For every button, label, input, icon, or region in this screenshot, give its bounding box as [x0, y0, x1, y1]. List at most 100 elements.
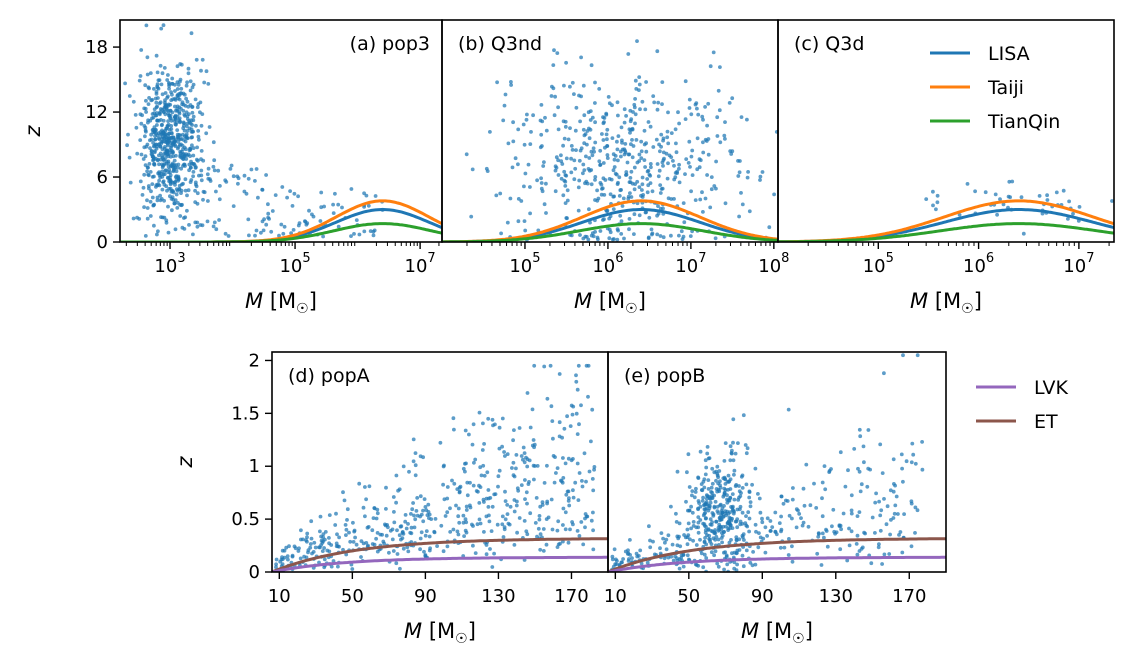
panel-b-point-386	[600, 132, 604, 136]
panel-b-point-438	[552, 48, 556, 53]
panel-d-point-347	[517, 516, 522, 520]
panel-b-point-466	[581, 171, 585, 176]
panel-b-point-227	[618, 213, 623, 218]
panel-d-ylabel: z	[173, 456, 197, 469]
panel-e-point-544	[716, 511, 721, 515]
panel-d-point-311	[557, 372, 562, 376]
panel-d-point-220	[274, 557, 279, 562]
panel-b-point-506	[689, 154, 694, 159]
panel-d-point-78	[323, 530, 328, 534]
panel-d-point-241	[482, 442, 486, 446]
panel-e-point-524	[794, 525, 799, 530]
panel-a-point-586	[168, 164, 173, 169]
panel-a-point-4	[188, 88, 193, 93]
panel-a-point-399	[185, 117, 190, 121]
panel-e-point-21	[806, 524, 811, 529]
panel-b-point-456	[683, 117, 688, 121]
panel-a-title: (a) pop3	[350, 33, 430, 55]
panel-d-point-437	[562, 426, 567, 431]
panel-b-point-321	[746, 170, 750, 174]
panel-e-point-458	[669, 504, 673, 509]
panel-d-point-74	[411, 437, 416, 442]
panel-e-point-612	[735, 517, 740, 521]
panel-a-point-0	[211, 164, 216, 169]
panel-b-point-398	[563, 201, 568, 206]
panel-d-point-449	[298, 556, 303, 561]
panel-b-point-449	[588, 109, 593, 113]
panel-a-point-768	[310, 212, 314, 217]
panel-b-point-305	[623, 150, 628, 155]
panel-a-point-481	[155, 70, 160, 75]
panel-b-point-246	[718, 65, 722, 69]
panel-a-point-627	[159, 197, 164, 201]
panel-a-point-713	[267, 217, 271, 221]
panel-d-point-345	[500, 444, 504, 449]
panel-a-point-625	[152, 156, 156, 161]
panel-d-point-336	[555, 545, 560, 549]
panel-e-xlabel-symbol: M	[741, 619, 759, 643]
panel-a-point-555	[179, 62, 184, 67]
panel-b-point-49	[601, 161, 606, 165]
panel-d-point-8	[497, 425, 502, 430]
panel-e-point-432	[719, 531, 724, 535]
panel-d-point-459	[342, 498, 347, 503]
panel-a-point-522	[148, 199, 153, 204]
panel-b-point-90	[522, 219, 527, 224]
panel-b-point-481	[589, 182, 594, 187]
panel-e-point-434	[731, 504, 735, 509]
panel-a-point-560	[153, 137, 158, 142]
panel-d-point-3	[320, 549, 325, 553]
panel-e-point-262	[703, 458, 708, 463]
panel-c-xlabel-unit: [M	[935, 289, 961, 313]
panel-e-point-122	[698, 449, 703, 454]
panel-d-point-245	[336, 564, 340, 569]
panel-d-point-499	[423, 505, 428, 509]
panel-b-point-69	[569, 156, 573, 161]
panel-d-point-388	[350, 567, 355, 571]
panel-e-point-278	[785, 499, 790, 503]
panel-d-point-551	[556, 519, 561, 524]
panel-a-point-366	[188, 147, 193, 152]
panel-d-point-313	[312, 540, 317, 545]
panel-b-point-294	[535, 178, 539, 183]
panel-a-point-337	[149, 149, 154, 154]
panel-a-point-77	[166, 119, 171, 123]
panel-e-point-147	[648, 545, 653, 550]
panel-a-point-717	[249, 167, 254, 172]
panel-e-point-250	[823, 487, 828, 492]
panel-d-point-181	[391, 495, 396, 499]
panel-e-point-570	[719, 536, 724, 540]
panel-e-point-153	[730, 526, 735, 530]
panel-b-point-197	[632, 187, 637, 192]
panel-e-point-492	[820, 480, 825, 485]
panel-e-point-239	[880, 562, 884, 566]
panel-b-point-546	[715, 134, 720, 138]
panel-a-point-519	[152, 202, 157, 207]
panel-e-point-310	[696, 507, 700, 512]
panel-d-point-280	[485, 470, 490, 475]
panel-d-point-276	[514, 453, 519, 457]
panel-a-point-695	[201, 158, 206, 163]
panel-b-point-422	[592, 149, 596, 154]
panel-e-point-529	[730, 492, 735, 496]
panel-b-point-261	[674, 141, 678, 146]
panel-e-point-287	[685, 542, 690, 547]
panel-b-point-535	[644, 210, 648, 215]
panel-d-point-163	[542, 364, 547, 369]
panel-d-point-507	[508, 504, 513, 509]
panel-a-point-645	[155, 144, 159, 149]
panel-e-point-609	[729, 451, 734, 456]
panel-b-point-186	[523, 171, 528, 176]
panel-e-point-341	[685, 470, 689, 475]
panel-b-point-551	[758, 178, 762, 182]
panel-a-point-163	[184, 83, 189, 88]
panel-a-point-613	[185, 124, 189, 129]
panel-c-point-21	[957, 213, 962, 217]
panel-d-point-259	[394, 561, 399, 566]
panel-b-point-157	[677, 166, 681, 171]
panel-a-point-578	[165, 108, 170, 113]
panel-e-xtick-label-2: 90	[751, 586, 774, 607]
panel-c-point-18	[1054, 190, 1059, 195]
